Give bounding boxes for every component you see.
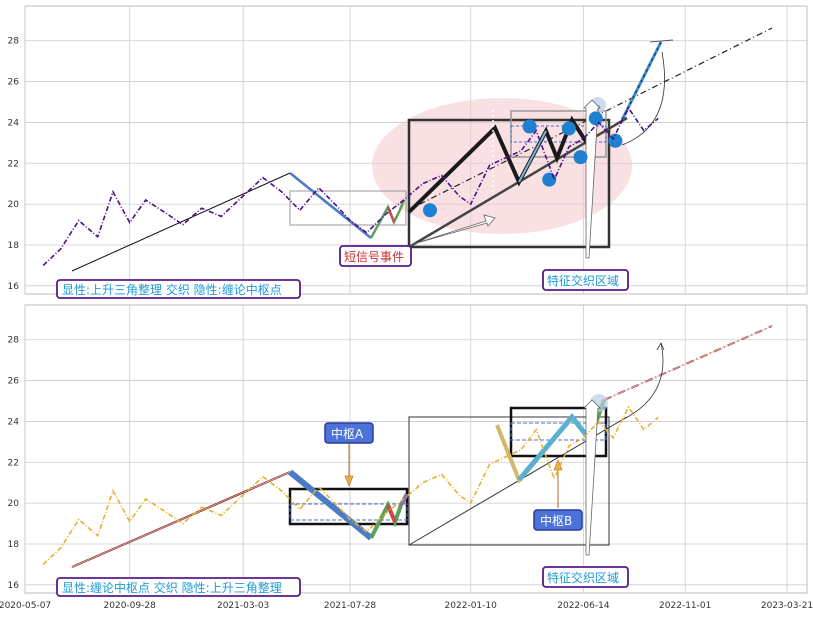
y-tick-label: 16 [8, 282, 20, 292]
x-tick-label: 2021-07-28 [324, 601, 377, 611]
pivot-point [422, 203, 437, 218]
top-legend-text: 显性:上升三角整理 交织 隐性:缠论中枢点 [62, 282, 282, 297]
y-tick-label: 24 [8, 417, 20, 427]
y-tick-label: 26 [8, 377, 20, 387]
curved-arrow-head [656, 342, 665, 351]
bottom-legend-box: 显性:缠论中枢点 交织 隐性:上升三角整理 [56, 577, 301, 597]
top-feature-box: 特征交织区域 [542, 269, 629, 291]
x-tick-label: 2022-06-14 [557, 601, 610, 611]
curved-arrow-bottom [621, 342, 664, 421]
series-layer [42, 106, 659, 565]
pivot-point [542, 172, 557, 187]
pivot-a-wave-red [386, 504, 397, 523]
x-tick-label: 2022-01-10 [445, 601, 498, 611]
pivot-zigzag [407, 104, 600, 214]
feature-arrow-bottom [583, 399, 601, 556]
bottom-feature-box: 特征交织区域 [542, 566, 629, 588]
pivot-b-label: 中枢B [540, 513, 572, 528]
short-signal-box: 短信号事件 [339, 245, 412, 267]
x-tick-label: 2023-03-21 [761, 601, 813, 611]
thin-box [408, 416, 610, 546]
x-tick-label: 2020-05-07 [0, 601, 51, 611]
small-wave-red [386, 206, 396, 223]
bottom-legend-text: 显性:缠论中枢点 交织 隐性:上升三角整理 [62, 580, 282, 595]
trend-line-red-inner [71, 471, 291, 568]
pivot-b-label-box: 中枢B [533, 509, 583, 531]
pivot-point [522, 119, 537, 134]
x-tick-label: 2022-11-01 [659, 601, 711, 611]
top-feature-text: 特征交织区域 [547, 273, 619, 288]
y-tick-label: 18 [8, 241, 20, 251]
feature-arrow-top [583, 99, 601, 259]
y-tick-label: 20 [8, 200, 20, 210]
pivot-point [573, 150, 588, 165]
bottom-grid [24, 305, 807, 593]
y-tick-label: 20 [8, 499, 20, 509]
y-tick-label: 22 [8, 159, 19, 169]
triangle-upper-line [71, 172, 291, 272]
x-tick-label: 2020-09-28 [104, 601, 157, 611]
pivot-zone-1-outer [289, 190, 407, 226]
short-signal-text: 短信号事件 [344, 250, 404, 264]
y-tick-label: 26 [8, 78, 20, 88]
pivot-point [608, 133, 623, 148]
curved-arrow-top [621, 51, 665, 146]
big-box [407, 118, 611, 249]
bottom-feature-text: 特征交织区域 [547, 570, 619, 585]
top-legend-box: 显性:上升三角整理 交织 隐性:缠论中枢点 [56, 279, 301, 299]
pivot-a-label: 中枢A [331, 426, 364, 441]
price-series [42, 106, 659, 266]
trend-line-dashed-light [603, 325, 773, 401]
ticks-layer: 16 18 20 22 24 26 28 16 18 20 22 24 26 28 2020-05-07 20… [0, 37, 813, 611]
y-tick-label: 18 [8, 540, 20, 550]
pivot-point [561, 121, 576, 136]
bottom-panel-frame [24, 304, 808, 594]
y-tick-label: 16 [8, 581, 20, 591]
x-tick-label: 2021-03-03 [217, 601, 269, 611]
y-tick-label: 24 [8, 118, 20, 128]
down-leg [289, 172, 372, 239]
short-signal-arrow [409, 214, 496, 246]
pivot-a-label-box: 中枢A [324, 422, 374, 444]
pivot-point [588, 111, 603, 126]
y-tick-label: 22 [8, 458, 19, 468]
y-tick-label: 28 [8, 37, 20, 47]
pivot-points [422, 111, 623, 218]
y-tick-label: 28 [8, 336, 20, 346]
pivot-a-box [288, 487, 409, 526]
rally-cap [649, 39, 674, 43]
pivot-a-zigzag [288, 469, 373, 541]
pivot-zone-2-inner [510, 125, 607, 143]
pivot-b-inner [510, 422, 607, 441]
pivot-a-arrowhead [344, 475, 354, 487]
pivot-a-inner [289, 503, 408, 521]
trend-line [407, 27, 773, 211]
pivot-zigzag-blue [518, 130, 547, 183]
pivot-b-blue [517, 413, 592, 482]
price-series [42, 405, 659, 565]
